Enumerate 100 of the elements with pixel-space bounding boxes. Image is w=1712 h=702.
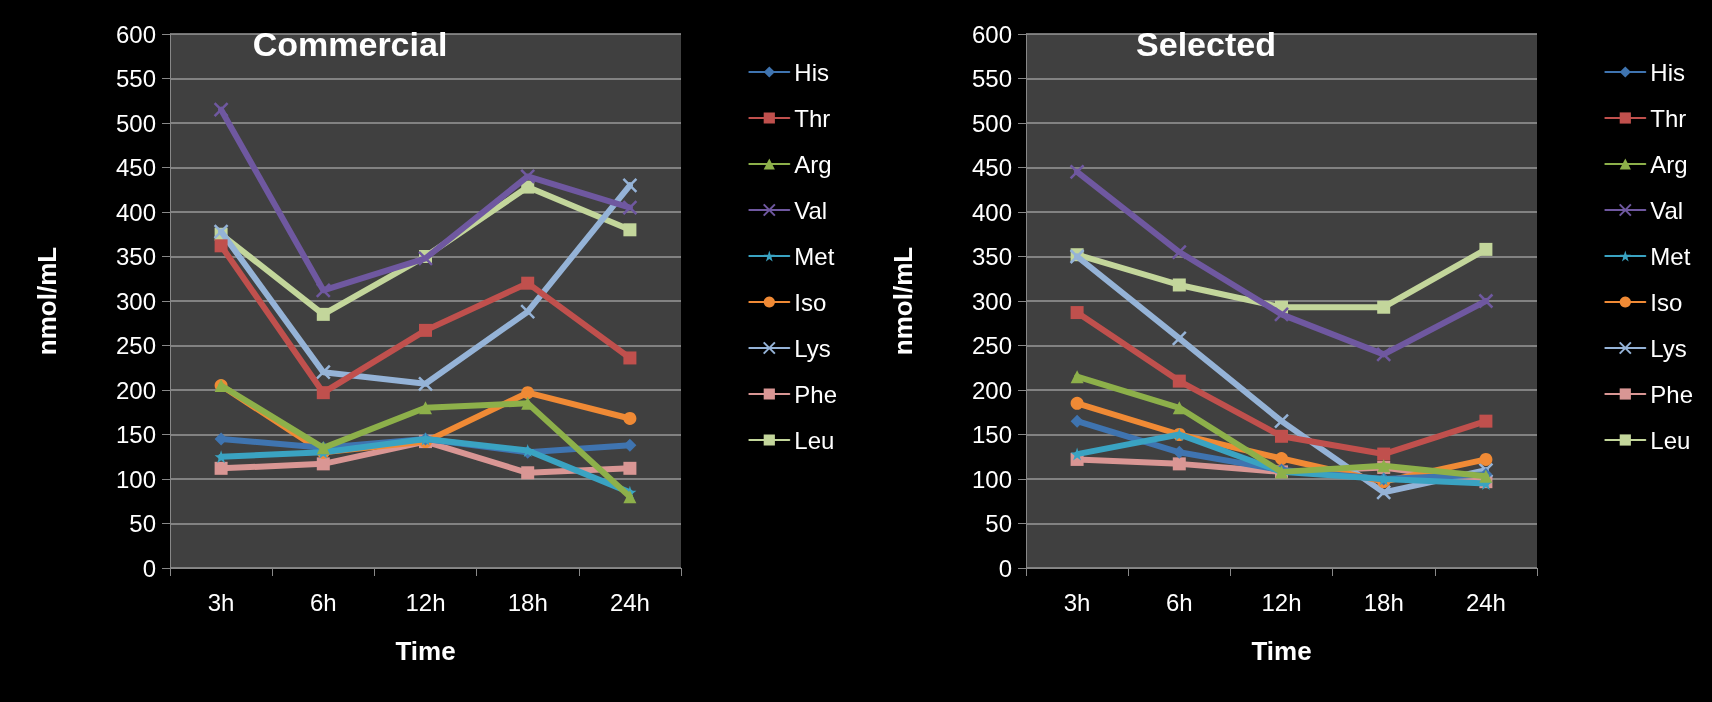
point (213, 223, 229, 240)
point (1479, 414, 1493, 428)
legend-label: His (794, 58, 829, 86)
point (1172, 445, 1186, 459)
point (417, 376, 434, 392)
y-tick-label: 250 (971, 332, 1012, 359)
point (214, 239, 228, 253)
y-tick-label: 250 (115, 332, 156, 359)
point (1171, 244, 1188, 260)
x-tick-label: 24h (1465, 588, 1506, 616)
y-tick-label: 0 (142, 554, 156, 582)
y-tick-label: 400 (115, 198, 156, 226)
point (1172, 374, 1186, 388)
y-tick-label: 500 (971, 109, 1012, 137)
y-tick-label: 550 (115, 65, 156, 92)
point (519, 303, 536, 320)
y-tick-label: 200 (115, 376, 156, 404)
point (1478, 462, 1494, 478)
y-tick-label: 50 (129, 510, 156, 537)
point (521, 276, 535, 290)
point (316, 386, 330, 400)
point (521, 386, 535, 400)
point (316, 307, 330, 321)
point (214, 432, 228, 446)
legend-label: Phe (794, 380, 837, 408)
x-tick-label: 3h (1063, 588, 1091, 616)
y-tick-label: 350 (115, 243, 156, 270)
point (1070, 370, 1084, 384)
point (315, 282, 332, 299)
point (623, 351, 637, 365)
legend-label: Phe (1650, 380, 1693, 408)
y-tick-label: 100 (115, 465, 156, 493)
point (1479, 452, 1493, 466)
y-tick-label: 550 (971, 65, 1012, 92)
point (1377, 447, 1391, 461)
legend-label: Iso (1650, 288, 1683, 316)
point (1172, 278, 1186, 292)
legend-label: Arg (1650, 150, 1688, 178)
point (1273, 413, 1290, 429)
point (1479, 242, 1493, 256)
x-tick-label: 12h (405, 588, 446, 616)
y-tick-label: 500 (115, 109, 156, 137)
x-tick-label: 6h (1165, 588, 1193, 616)
point (622, 177, 638, 194)
point (1275, 429, 1288, 443)
point (417, 250, 434, 267)
legend-label: Iso (794, 288, 827, 316)
y-tick-label: 150 (115, 421, 156, 448)
legend-label: Val (1650, 196, 1684, 224)
point (1070, 414, 1084, 428)
point (315, 364, 332, 380)
y-tick-label: 150 (971, 421, 1012, 448)
legend-label: Thr (1650, 104, 1687, 132)
legend-label: Leu (794, 426, 835, 454)
point (1275, 452, 1288, 466)
x-tick-label: 3h (207, 588, 235, 616)
point (622, 199, 638, 216)
point (623, 223, 637, 237)
y-tick-label: 450 (971, 154, 1012, 181)
legend-label: Lys (1650, 334, 1687, 362)
legend-label: Thr (794, 104, 831, 132)
chart-title: Selected (1136, 25, 1276, 63)
point (1069, 164, 1085, 180)
x-tick-label: 6h (309, 588, 337, 616)
y-tick-label: 0 (998, 554, 1012, 582)
point (1375, 484, 1392, 501)
x-tick-label: 12h (1261, 588, 1302, 616)
point (213, 101, 229, 118)
point (1070, 306, 1084, 320)
chart-title: Commercial (252, 25, 448, 63)
y-tick-label: 400 (971, 198, 1012, 226)
point (1273, 306, 1290, 323)
point (419, 401, 432, 415)
point (1375, 346, 1392, 363)
x-axis-title: Time (395, 636, 456, 666)
legend-label: Leu (1650, 426, 1691, 454)
point (623, 461, 637, 475)
point (519, 168, 536, 185)
point (623, 490, 637, 504)
point (419, 323, 432, 337)
point (1171, 330, 1188, 347)
y-tick-label: 600 (115, 20, 156, 48)
legend-label: Lys (794, 334, 831, 362)
y-tick-label: 200 (971, 376, 1012, 404)
x-tick-label: 18h (507, 588, 548, 616)
y-tick-label: 300 (971, 287, 1012, 315)
point (623, 411, 637, 425)
legend-label: Arg (794, 150, 832, 178)
y-axis-title: nmol/mL (888, 246, 918, 356)
y-tick-label: 50 (985, 510, 1012, 537)
point (214, 461, 228, 475)
point (521, 466, 535, 480)
point (1377, 300, 1391, 314)
point (316, 457, 330, 471)
point (1478, 293, 1494, 309)
legend-label: His (1650, 58, 1685, 86)
legend-label: Met (1650, 242, 1691, 270)
point (1172, 457, 1186, 471)
legend-label: Val (794, 196, 828, 224)
y-tick-label: 450 (115, 154, 156, 181)
